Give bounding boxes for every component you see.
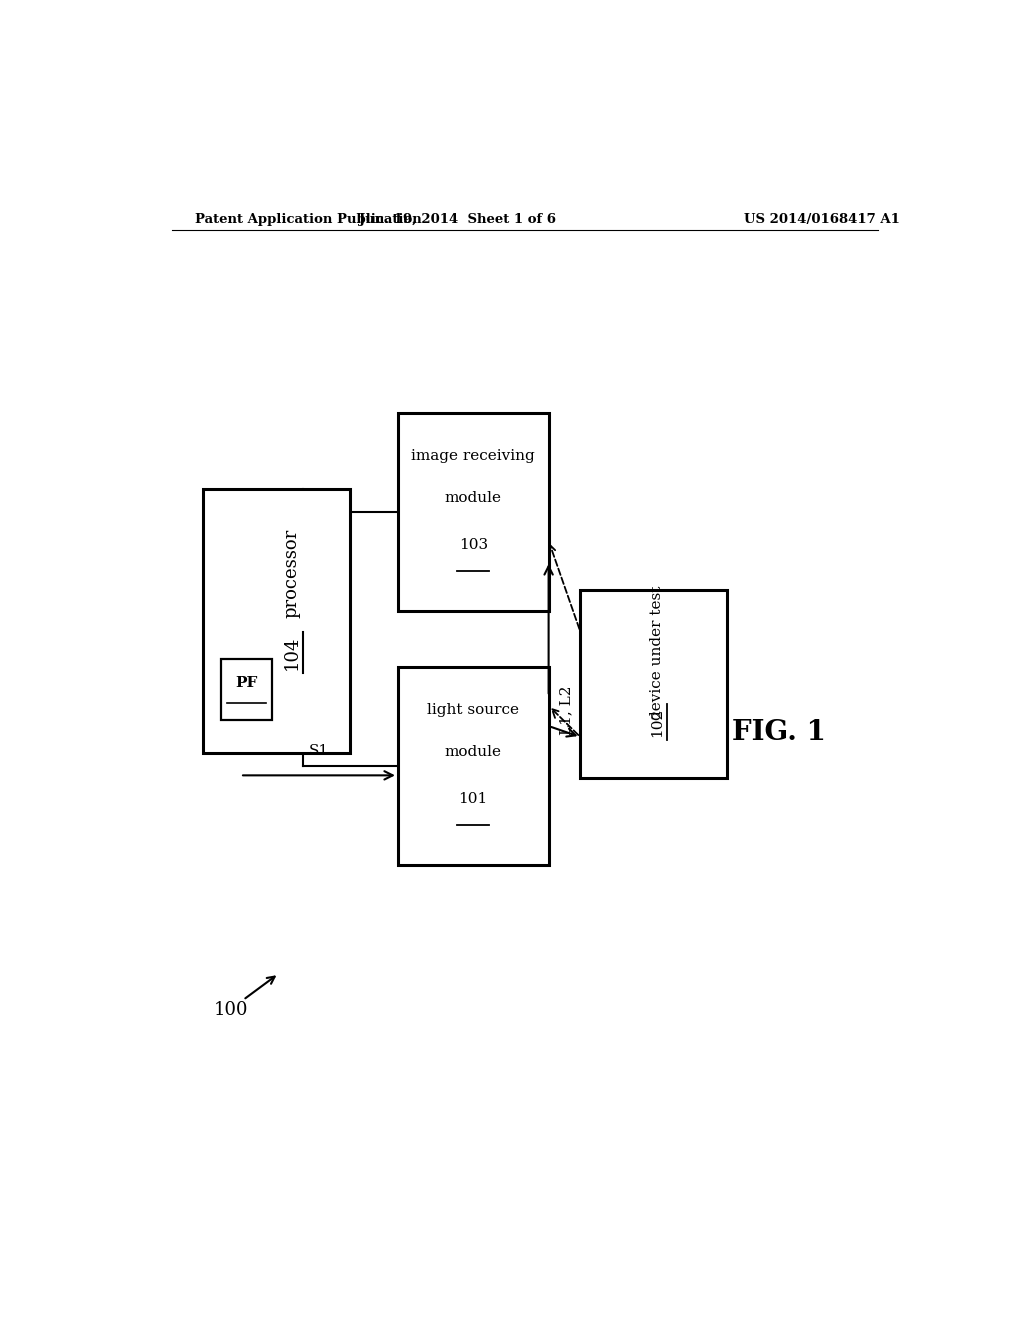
Text: US 2014/0168417 A1: US 2014/0168417 A1 bbox=[744, 214, 900, 226]
Bar bbox=[397, 413, 549, 611]
Text: module: module bbox=[444, 491, 502, 504]
Text: 102: 102 bbox=[649, 708, 664, 737]
Text: module: module bbox=[444, 744, 502, 759]
Text: PF: PF bbox=[236, 676, 258, 689]
Text: 100: 100 bbox=[214, 1001, 248, 1019]
Text: Jun. 19, 2014  Sheet 1 of 6: Jun. 19, 2014 Sheet 1 of 6 bbox=[358, 214, 556, 226]
Text: 103: 103 bbox=[459, 539, 487, 552]
Bar bbox=[397, 667, 549, 865]
Text: S1: S1 bbox=[309, 744, 329, 758]
Text: FIG. 1: FIG. 1 bbox=[732, 719, 825, 746]
Text: 104: 104 bbox=[283, 635, 300, 669]
Text: light source: light source bbox=[427, 704, 519, 717]
Text: 101: 101 bbox=[459, 792, 487, 807]
Bar bbox=[581, 590, 727, 779]
Text: processor: processor bbox=[283, 529, 300, 618]
Bar bbox=[221, 660, 272, 721]
Text: image receiving: image receiving bbox=[412, 449, 536, 463]
Text: L1, L2: L1, L2 bbox=[559, 685, 572, 735]
Bar bbox=[204, 488, 350, 752]
Text: device under test: device under test bbox=[649, 585, 664, 719]
Text: Patent Application Publication: Patent Application Publication bbox=[196, 214, 422, 226]
